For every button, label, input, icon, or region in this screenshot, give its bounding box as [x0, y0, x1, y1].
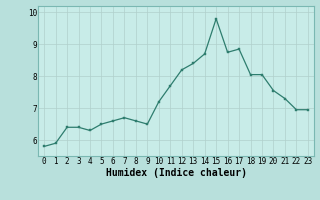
X-axis label: Humidex (Indice chaleur): Humidex (Indice chaleur): [106, 168, 246, 178]
